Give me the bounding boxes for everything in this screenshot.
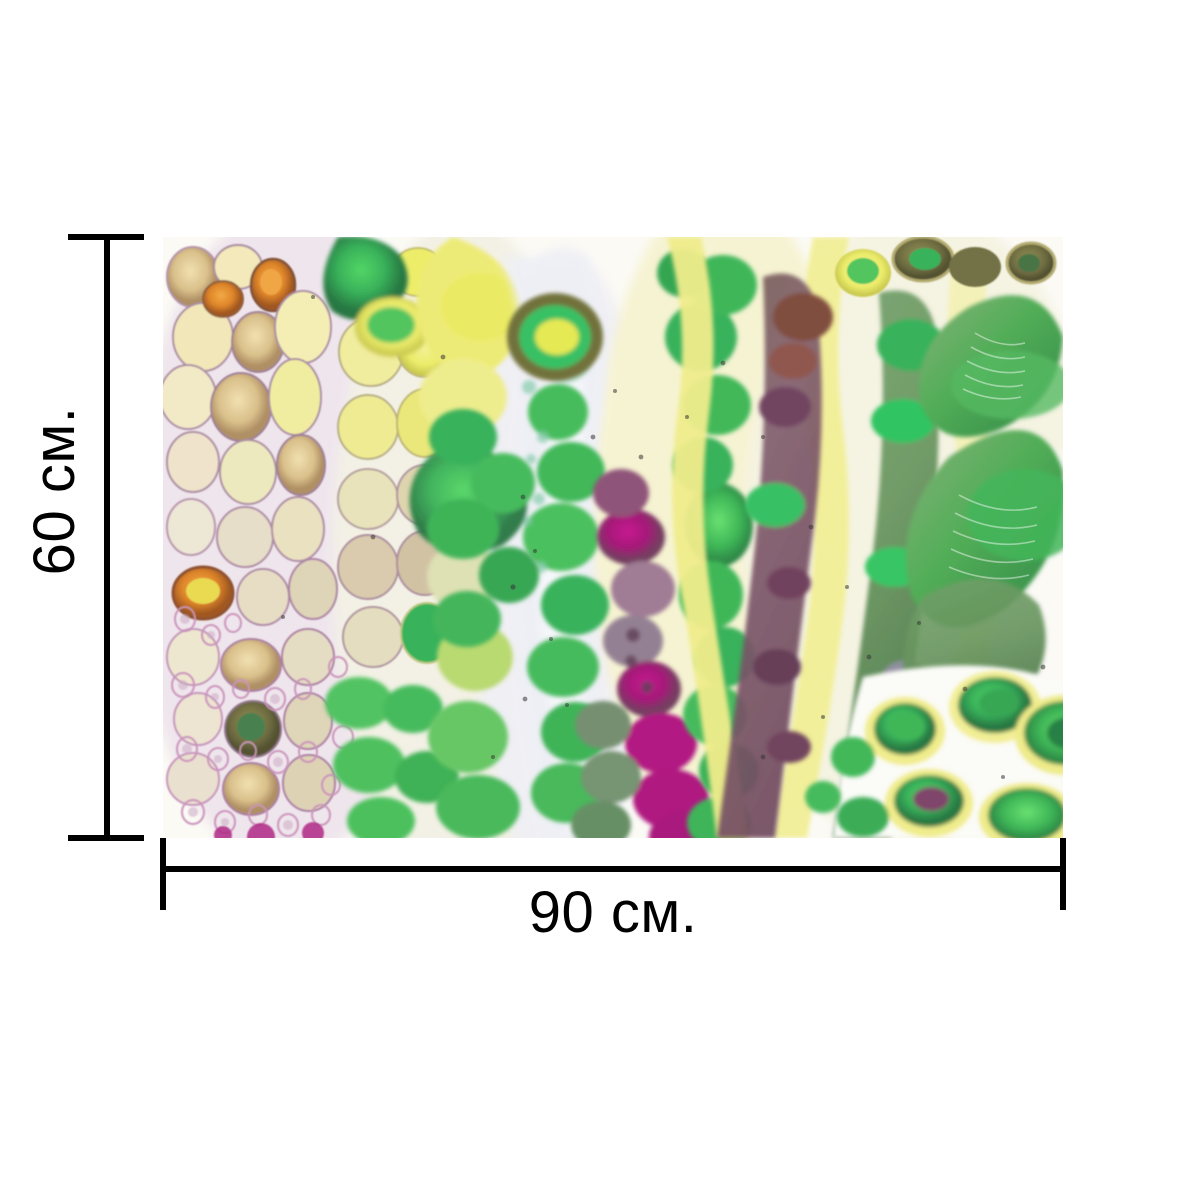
height-dimension-label: 60 см. <box>22 406 87 576</box>
height-dimension-line <box>104 237 110 838</box>
width-dimension-line <box>163 866 1063 872</box>
acrylic-pour-painting <box>163 237 1063 838</box>
height-tick-top <box>68 234 144 240</box>
width-dimension-label: 90 см. <box>528 880 698 945</box>
artwork-image <box>163 237 1063 838</box>
height-tick-bottom <box>68 835 144 841</box>
